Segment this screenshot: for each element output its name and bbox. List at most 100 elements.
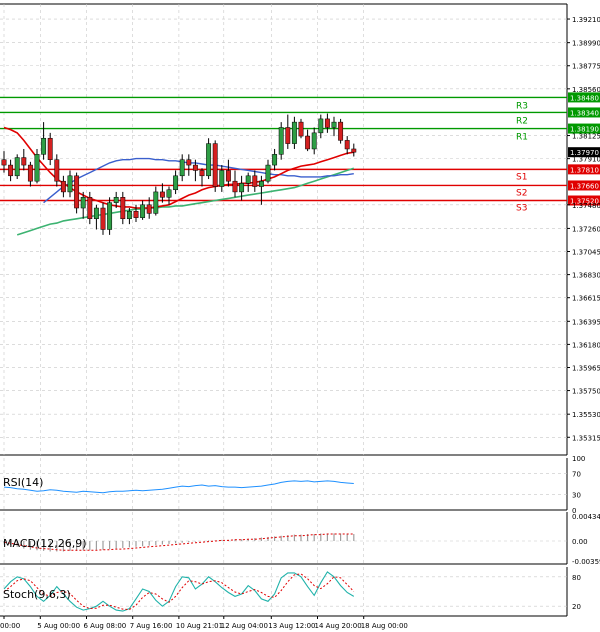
level-name-s3: S3	[516, 204, 527, 214]
candle	[219, 165, 225, 192]
ma-blue-line	[43, 157, 354, 204]
price-tick-label: 1.37910	[572, 156, 600, 164]
candle	[60, 175, 66, 198]
candle-body-down	[21, 157, 27, 166]
time-tick-label: 18 Aug 00:00	[361, 622, 408, 630]
price-tick-label: 1.38775	[572, 63, 600, 71]
candle	[153, 186, 159, 216]
candle-body-up	[278, 127, 284, 155]
time-tick-label: 10 Aug 21:01	[176, 622, 223, 630]
macd-signal-line	[3, 533, 354, 551]
level-tag-r2	[568, 107, 600, 118]
rsi-tick-label: 0	[572, 507, 576, 515]
candle-body-down	[225, 170, 231, 182]
price-tick-label: 1.38990	[572, 40, 600, 48]
candle	[186, 154, 192, 176]
candle-body-up	[140, 204, 146, 218]
time-tick-label: 7 Aug 16:00	[130, 622, 173, 630]
candle	[324, 113, 330, 133]
macd-pane: 0.00434 0.00 -0.003597 MACD(12,26,9)	[0, 513, 600, 566]
candle-body-down	[27, 164, 33, 182]
candle	[113, 191, 119, 209]
candle-body-down	[1, 159, 7, 166]
rsi-pane: 100 70 30 0 RSI(14)	[0, 455, 585, 515]
candle	[74, 172, 80, 214]
stoch-d-line	[3, 573, 355, 611]
candle-body-up	[206, 143, 212, 177]
candle	[206, 138, 212, 180]
candle-body-down	[199, 170, 205, 177]
candle	[298, 118, 304, 139]
level-tag-label-r3: 1.38480	[570, 94, 599, 102]
candles	[1, 113, 357, 235]
candle	[54, 154, 60, 187]
candle	[318, 114, 324, 139]
level-name-r3: R3	[516, 101, 528, 111]
macd-tick-label: 0.00	[572, 538, 588, 546]
candle-body-up	[265, 164, 271, 182]
candle-body-down	[146, 204, 152, 214]
time-axis: 00:00 5 Aug 00:00 6 Aug 08:00 7 Aug 16:00 10…	[0, 616, 408, 630]
candle	[166, 186, 172, 205]
candle-body-up	[179, 159, 185, 177]
candle-body-up	[318, 118, 324, 134]
time-tick-label: 13 Aug 12:00	[268, 622, 315, 630]
candle-body-down	[54, 159, 60, 182]
candle	[212, 140, 218, 192]
candle	[159, 183, 165, 203]
rsi-tick-label: 30	[572, 491, 581, 499]
candle	[179, 154, 185, 182]
candle	[93, 204, 99, 230]
price-tick-label: 1.35315	[572, 434, 600, 442]
candle	[199, 168, 205, 187]
price-tick-label: 1.37045	[572, 249, 600, 257]
stoch-tick-label: 80	[572, 574, 581, 582]
candle	[245, 172, 251, 192]
candle-body-up	[153, 191, 159, 214]
candle	[311, 127, 317, 155]
macd-tick-label: 0.00434	[572, 513, 600, 521]
level-tag-label-r2: 1.38340	[570, 109, 599, 117]
candle	[265, 159, 271, 184]
price-tick-label: 1.35750	[572, 388, 600, 396]
candle-body-up	[173, 175, 179, 191]
candle	[87, 191, 93, 225]
candle-body-down	[186, 159, 192, 166]
candle-body-up	[258, 180, 264, 187]
candle	[258, 175, 264, 205]
price-axis: 1.39210 1.38990 1.38775 1.38560 1.38125 1.379…	[567, 16, 600, 442]
candle	[278, 122, 284, 160]
candle-body-up	[126, 210, 132, 220]
candle-body-up	[41, 137, 47, 155]
candle	[239, 175, 245, 201]
candle	[173, 170, 179, 195]
candle-body-up	[67, 175, 73, 193]
macd-tick-label: -0.003597	[572, 558, 600, 566]
level-tag-label-r1: 1.38190	[570, 126, 599, 134]
rsi-label: RSI(14)	[3, 476, 43, 489]
candle-body-up	[291, 121, 297, 144]
candle	[232, 170, 238, 198]
level-tag-label-s3: 1.37520	[570, 198, 599, 206]
candle-body-down	[305, 135, 311, 150]
candle-body-down	[298, 121, 304, 137]
price-tick-label: 1.38125	[572, 133, 600, 141]
candle-body-down	[60, 180, 66, 193]
candle-body-down	[285, 127, 291, 144]
chart-panes	[0, 3, 568, 617]
ma-green-line	[16, 167, 355, 236]
candle	[192, 159, 198, 182]
rsi-line	[3, 480, 354, 494]
candle	[34, 148, 40, 184]
candle	[285, 114, 291, 149]
time-tick-label: 14 Aug 20:00	[315, 622, 362, 630]
level-tag-r1	[568, 123, 600, 134]
candle-body-down	[8, 164, 14, 177]
candle-body-up	[80, 197, 86, 209]
candle-body-down	[100, 207, 106, 230]
support-resistance-levels: R3 1.38480 R2 1.38340 R1 1.38190 S1 1.37810 S2 1.…	[0, 92, 600, 214]
candle-body-up	[331, 121, 337, 128]
stoch-pane: 80 20 Stoch(9,6,3)	[0, 571, 581, 612]
candle	[100, 202, 106, 235]
